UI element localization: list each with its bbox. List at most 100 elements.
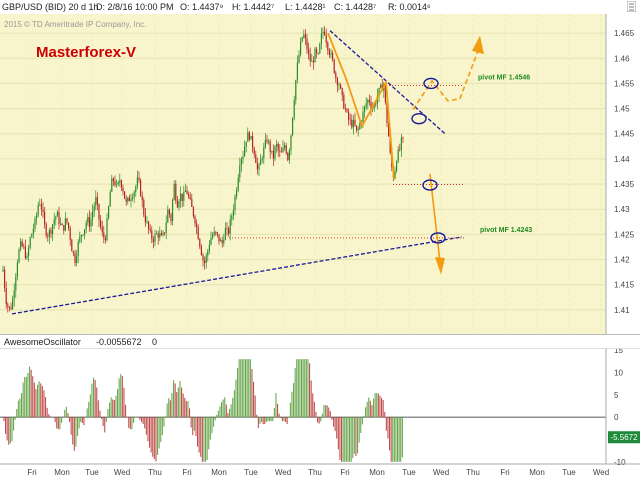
oscillator-bar xyxy=(57,417,59,430)
candle-body xyxy=(32,228,34,234)
candle-body xyxy=(221,240,223,244)
oscillator-bar xyxy=(96,387,98,418)
candle-body xyxy=(264,139,266,148)
oscillator-bar xyxy=(230,404,232,418)
candle-body xyxy=(80,234,82,237)
oscillator-bar xyxy=(120,374,122,418)
candle-body xyxy=(148,221,150,229)
candle-body xyxy=(199,239,201,247)
projection-up-arrow-icon xyxy=(472,35,484,55)
candle-body xyxy=(53,219,55,225)
candle-body xyxy=(240,158,242,166)
oscillator-bar xyxy=(256,414,258,418)
oscillator-bar xyxy=(288,417,290,418)
oscillator-current-label: -5.5672 xyxy=(610,433,638,442)
oscillator-bar xyxy=(315,411,317,418)
x-tick-label: Wed xyxy=(433,468,449,477)
oscillator-bar xyxy=(273,408,275,418)
x-tick-label: Fri xyxy=(500,468,510,477)
candle-body xyxy=(88,216,90,227)
target-ellipse-marker xyxy=(423,77,439,90)
oscillator-bar xyxy=(390,417,392,462)
oscillator-name[interactable]: AwesomeOscillator xyxy=(4,337,81,347)
candle-body xyxy=(140,180,142,196)
candle-body xyxy=(144,214,146,223)
candle-body xyxy=(23,246,25,247)
oscillator-bar xyxy=(81,417,83,424)
oscillator-bar xyxy=(17,400,19,418)
candle-body xyxy=(336,78,338,86)
oscillator-bar xyxy=(352,417,354,459)
candle-body xyxy=(272,150,274,159)
candle-body xyxy=(325,34,327,43)
candle-body xyxy=(348,111,350,120)
candle-body xyxy=(50,229,52,234)
candle-body xyxy=(92,211,94,220)
candle-body xyxy=(220,240,222,242)
candle-body xyxy=(135,186,137,192)
candle-body xyxy=(364,106,366,112)
candle-body xyxy=(226,228,228,230)
candle-body xyxy=(76,255,78,264)
oscillator-bar xyxy=(329,411,331,418)
oscillator-bar xyxy=(229,408,231,418)
oscillator-y-tick-label: 15 xyxy=(614,346,623,355)
candle-body xyxy=(352,119,354,128)
oscillator-bar xyxy=(224,397,226,418)
oscillator-bar xyxy=(77,417,79,436)
oscillator-bar xyxy=(313,401,315,418)
candle-body xyxy=(372,108,374,110)
oscillator-bar xyxy=(137,417,139,418)
x-tick-label: Tue xyxy=(562,468,576,477)
oscillator-bar xyxy=(374,393,376,418)
oscillator-bar xyxy=(86,408,88,418)
oscillator-bar xyxy=(278,413,280,418)
candle-body xyxy=(178,201,180,208)
candle-body xyxy=(300,41,302,55)
oscillator-bar xyxy=(318,417,320,424)
x-tick-label: Tue xyxy=(402,468,416,477)
oscillator-bar xyxy=(342,417,344,462)
high-label: H: 1.4442⁷ xyxy=(232,2,275,12)
candle-body xyxy=(231,216,233,220)
candle-body xyxy=(184,190,186,192)
candle-body xyxy=(268,141,270,143)
oscillator-bar xyxy=(334,417,336,432)
candle-body xyxy=(341,88,343,95)
oscillator-bar xyxy=(195,417,197,436)
oscillator-bar xyxy=(349,417,351,462)
candle-body xyxy=(69,228,71,240)
oscillator-bar xyxy=(139,417,141,420)
oscillator-bar xyxy=(363,415,365,418)
candle-body xyxy=(295,80,297,101)
pivot-annotation: pivot MF 1.4546 xyxy=(478,74,530,81)
oscillator-bar xyxy=(160,417,162,443)
candle-body xyxy=(157,233,159,238)
oscillator-bar xyxy=(176,391,178,418)
candle-body xyxy=(149,228,151,231)
oscillator-bar xyxy=(280,417,282,418)
oscillator-bar xyxy=(155,417,157,462)
candle-body xyxy=(122,187,124,192)
oscillator-bar xyxy=(147,417,149,442)
candle-body xyxy=(256,162,258,170)
candle-body xyxy=(207,250,209,256)
candle-body xyxy=(343,94,345,109)
oscillator-bar xyxy=(142,417,144,425)
candle-body xyxy=(285,145,287,154)
candle-body xyxy=(183,191,185,201)
candle-body xyxy=(85,222,87,230)
symbol-label[interactable]: GBP/USD (BID) 20 d 1h xyxy=(2,2,99,12)
wave-pattern-line xyxy=(327,32,395,180)
oscillator-bar xyxy=(168,398,170,418)
oscillator-bar xyxy=(357,417,359,454)
oscillator-bar xyxy=(237,368,239,418)
oscillator-bar xyxy=(400,417,402,462)
candle-body xyxy=(7,304,9,307)
resize-grip-icon[interactable] xyxy=(627,1,636,12)
candle-body xyxy=(204,260,206,263)
oscillator-bar xyxy=(78,417,80,429)
oscillator-bar xyxy=(37,384,39,418)
oscillator-bar xyxy=(320,417,322,422)
oscillator-bar xyxy=(5,417,7,435)
